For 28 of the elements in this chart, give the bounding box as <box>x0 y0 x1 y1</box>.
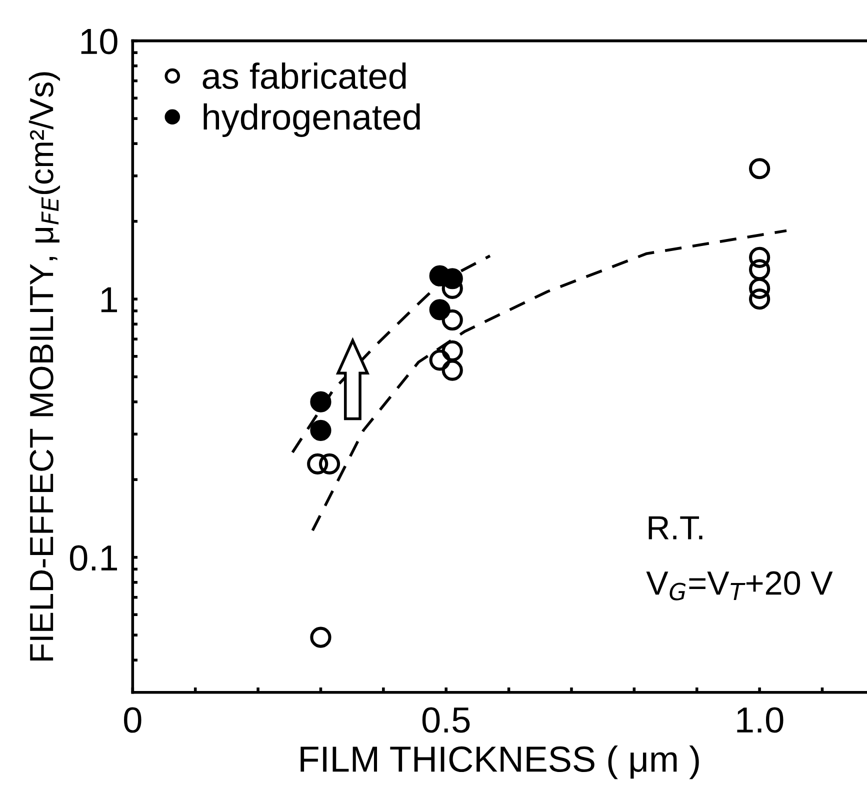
y-tick-label: 10 <box>81 28 118 54</box>
y-tick-label: 1 <box>101 287 117 312</box>
point <box>318 453 340 474</box>
point <box>442 340 463 362</box>
point <box>749 246 770 268</box>
point <box>749 259 770 280</box>
annotation: R.T. <box>648 516 702 540</box>
point <box>749 278 770 299</box>
point <box>310 626 332 648</box>
x-tick-label: 0 <box>124 707 142 733</box>
point <box>429 350 450 371</box>
legend-label: hydrogenated <box>204 103 420 138</box>
y-tick-label: 0.1 <box>70 545 118 571</box>
annotation: V$_{G}$=V$_{T}$+20 V <box>646 571 833 600</box>
point <box>310 420 332 441</box>
point <box>442 309 463 331</box>
legend-label: as fabricated <box>202 62 406 90</box>
x-tick-label: 0.5 <box>422 707 470 733</box>
line-series <box>291 254 492 454</box>
point <box>429 299 450 320</box>
point <box>749 158 770 180</box>
x-tick-label: 1.0 <box>737 707 784 733</box>
point <box>307 453 328 474</box>
point <box>749 288 770 310</box>
x-axis-title: FILM THICKNESS ( μm ) <box>300 745 699 780</box>
point <box>310 391 332 412</box>
y-axis-title: FIELD-EFFECT MOBILITY, μ$_{FE}$(cm²/Vs) <box>28 72 60 661</box>
point <box>442 360 463 381</box>
